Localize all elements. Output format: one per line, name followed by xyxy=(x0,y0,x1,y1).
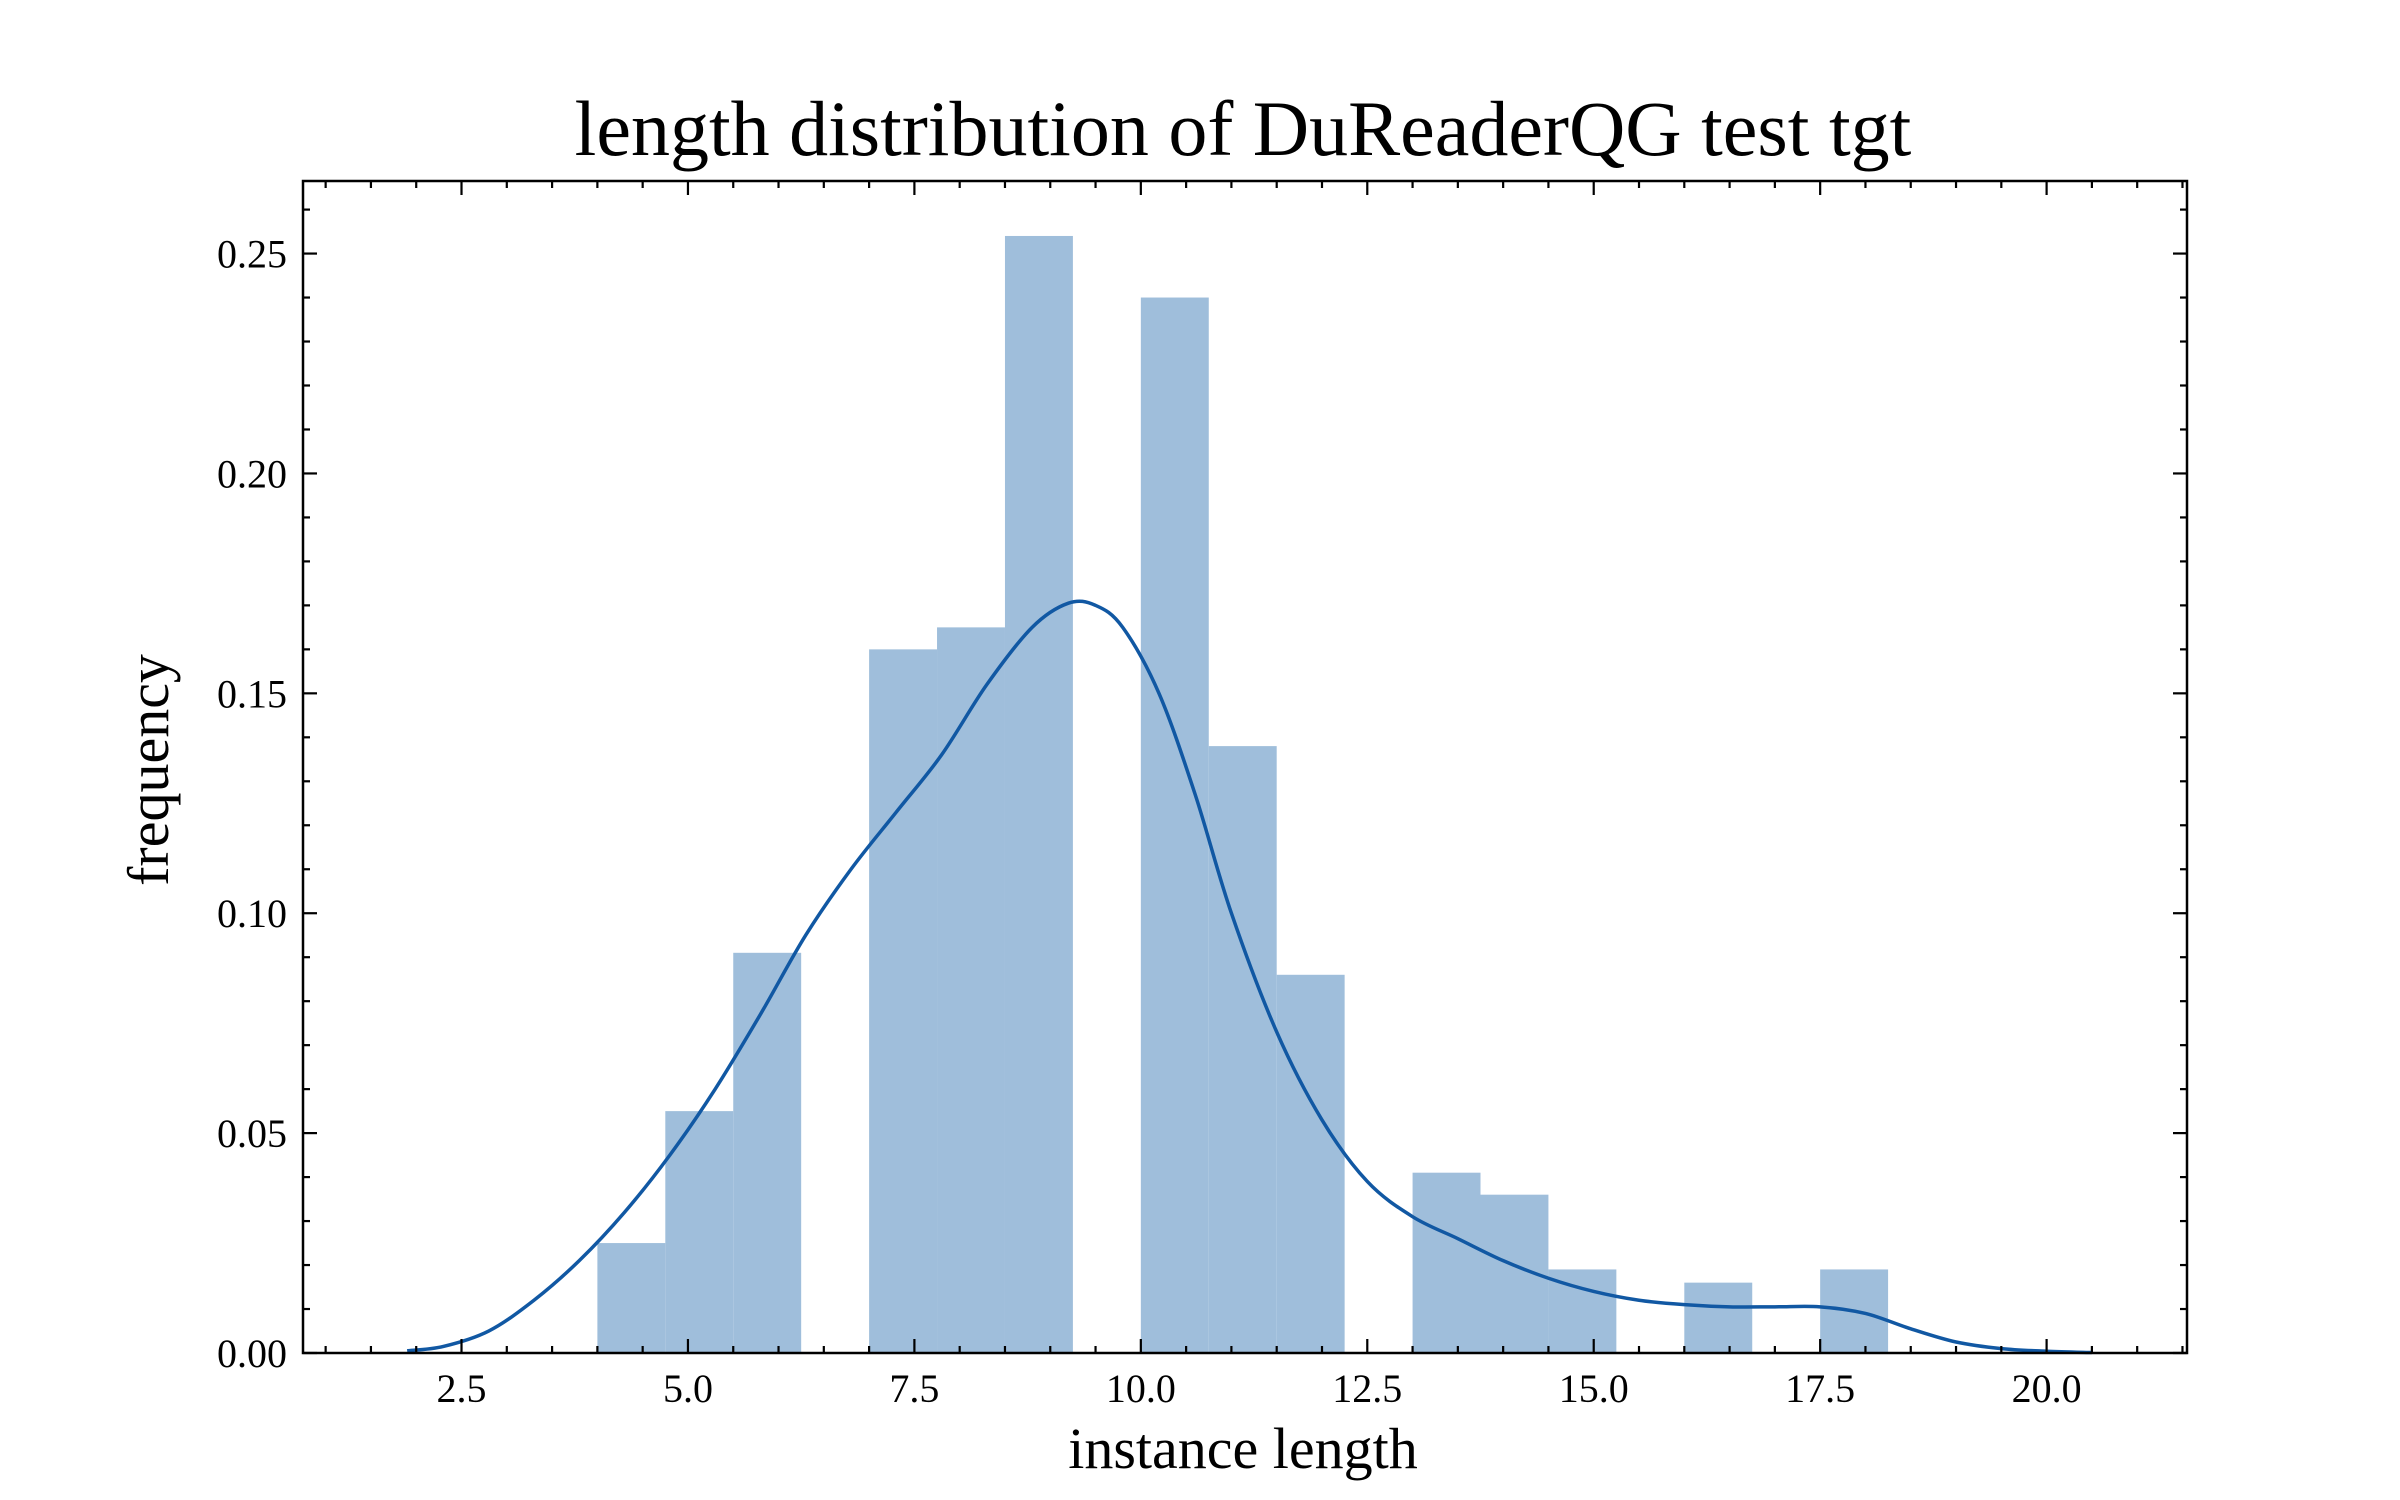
histogram-bars xyxy=(597,235,1889,1354)
x-axis-label: instance length xyxy=(1068,1416,1418,1481)
x-tick-label: 10.0 xyxy=(1106,1366,1176,1411)
x-tick-label: 20.0 xyxy=(2012,1366,2082,1411)
x-tick-label: 2.5 xyxy=(437,1366,487,1411)
x-tick-label: 5.0 xyxy=(663,1366,713,1411)
y-tick-labels: 0.00 0.05 0.10 0.15 0.20 0.25 xyxy=(217,232,287,1376)
y-tick-label: 0.25 xyxy=(217,232,287,277)
chart-title: length distribution of DuReaderQG test t… xyxy=(575,85,1912,172)
histogram-bar-9 xyxy=(1412,1172,1481,1353)
x-tick-label: 15.0 xyxy=(1559,1366,1629,1411)
histogram-bar-12 xyxy=(1684,1282,1753,1353)
histogram-bar-7 xyxy=(1208,746,1277,1353)
y-tick-label: 0.15 xyxy=(217,671,287,716)
kde-curve xyxy=(406,599,2092,1355)
histogram-bar-5 xyxy=(1004,235,1073,1354)
x-tick-labels: 2.5 5.0 7.5 10.0 12.5 15.0 17.5 20.0 xyxy=(437,1366,2082,1411)
x-tick-label: 7.5 xyxy=(889,1366,939,1411)
y-tick-label: 0.00 xyxy=(217,1331,287,1376)
y-tick-label: 0.20 xyxy=(217,451,287,496)
y-axis-label: frequency xyxy=(116,654,181,886)
histogram-bar-4 xyxy=(937,627,1005,1353)
axis-ticks xyxy=(303,181,2187,1355)
histogram-bar-6 xyxy=(1140,297,1209,1353)
plot-frame xyxy=(301,179,2189,1355)
histogram-bar-8 xyxy=(1276,974,1345,1353)
histogram-bar-3 xyxy=(869,649,938,1353)
histogram-bar-2 xyxy=(733,952,802,1353)
histogram-bar-0 xyxy=(597,1243,666,1353)
x-tick-label: 17.5 xyxy=(1785,1366,1855,1411)
y-tick-label: 0.10 xyxy=(217,891,287,936)
y-tick-label: 0.05 xyxy=(217,1111,287,1156)
histogram-bar-1 xyxy=(665,1111,734,1353)
x-tick-label: 12.5 xyxy=(1332,1366,1402,1411)
